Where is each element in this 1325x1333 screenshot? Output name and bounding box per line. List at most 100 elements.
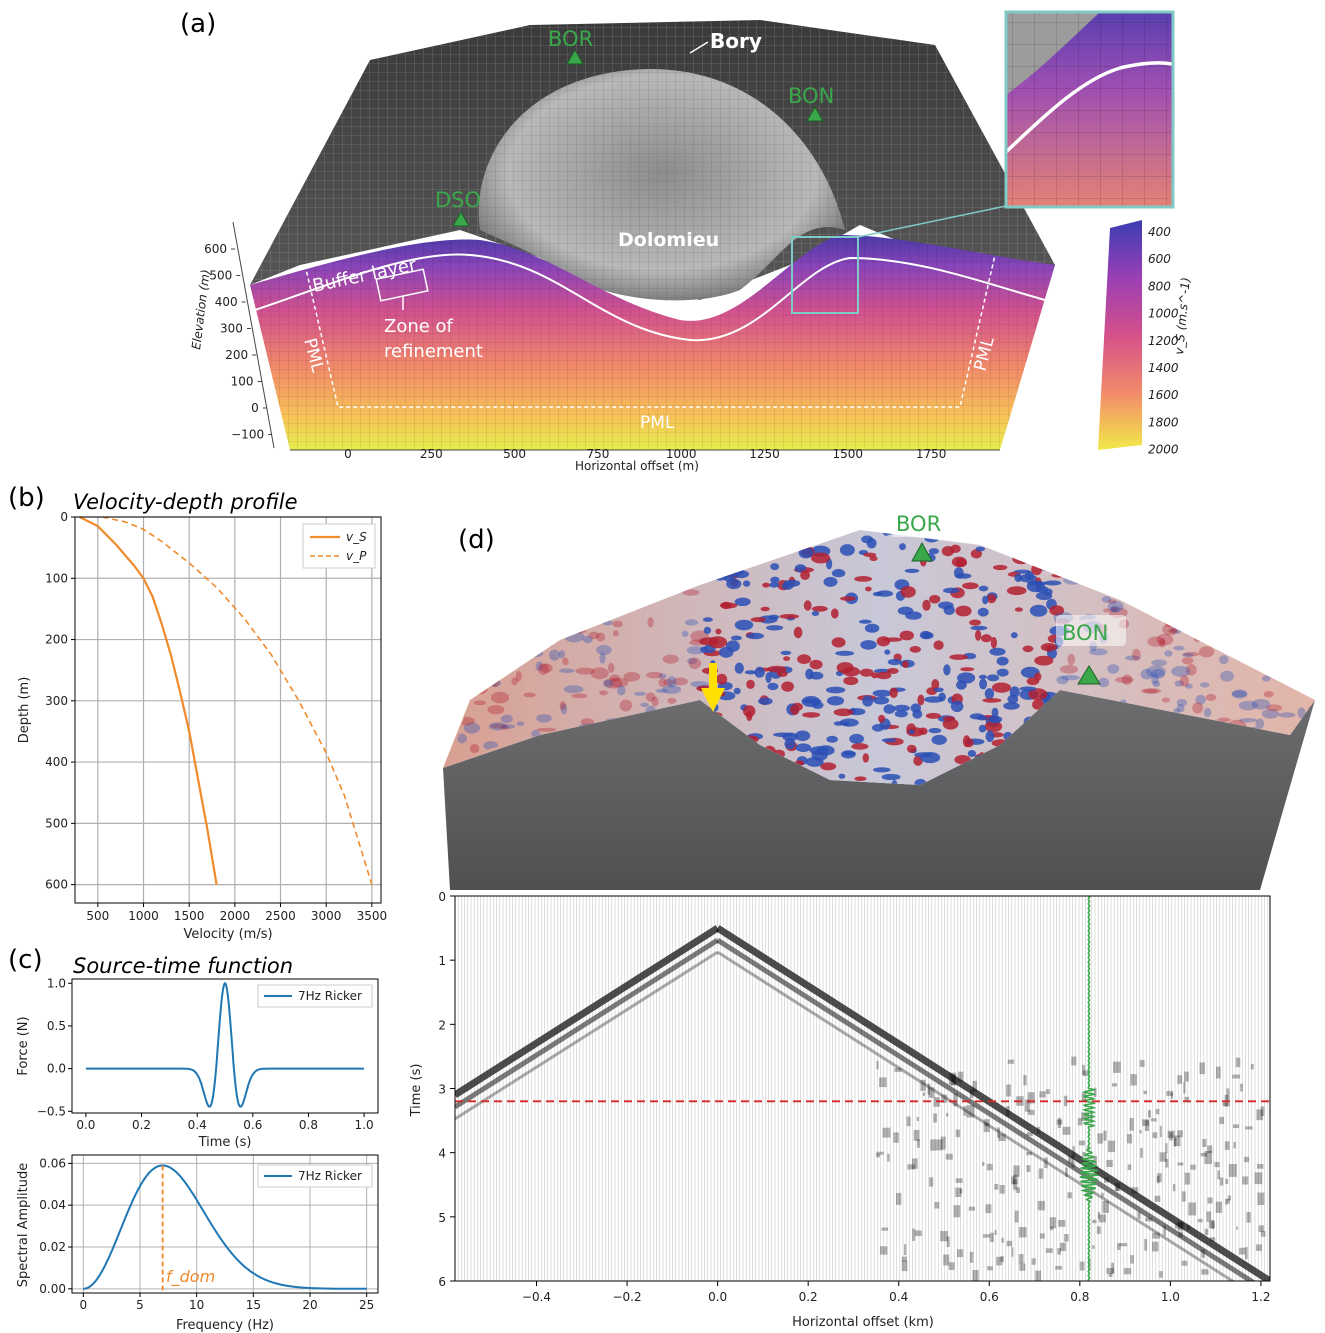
wavefield-blob [1287,567,1302,573]
wavefield-blob [493,587,513,593]
wavefield-blob [602,620,613,626]
wavefield-blob [797,654,812,665]
wavefield-blob [1100,551,1111,564]
panel-b: (b) Velocity-depth profile 500 1000 1500 20… [8,483,387,942]
wavefield-blob [712,562,722,573]
wavefield-blob [1114,547,1125,552]
wavefield-blob [1070,570,1080,577]
wavefield-blob [1156,633,1174,646]
coda-scatter [941,1094,947,1103]
wavefield-blob [876,636,891,647]
wavefield-blob [1198,565,1210,570]
panel-d-xlabel: Horizontal offset (km) [792,1315,934,1330]
wavefield-blob [469,743,480,754]
coda-scatter [1130,1074,1137,1086]
wavefield-blob [943,664,951,676]
wavefield-blob [699,548,714,557]
coda-scatter [916,1139,920,1148]
wavefield-blob [619,699,633,712]
coda-scatter [957,1071,964,1082]
wavefield-blob [691,538,708,547]
wavefield-blob [1287,674,1298,680]
wavefield-blob [667,697,677,704]
coda-scatter [1097,1133,1103,1144]
wavefield-blob [1219,655,1229,665]
offset-ticks: 0 250 500 750 1000 1250 1500 1750 [344,447,946,461]
series-vs [79,516,218,885]
panel-b-title: Velocity-depth profile [73,490,298,514]
coda-scatter [1224,1141,1230,1150]
d-block-side [443,690,1315,890]
wavefield-blob [476,642,492,650]
wavefield-blob [1191,581,1211,593]
wavefield-blob [1220,585,1238,591]
panel-c-title: Source-time function [73,954,293,978]
coda-scatter [1071,1056,1077,1066]
elevation-tick-label: 300 [220,322,243,336]
wavefield-blob [590,667,609,680]
coda-scatter [916,1117,919,1122]
wavefield-blob [859,668,874,677]
wavefield-blob [1059,665,1079,674]
wavefield-blob [1283,579,1290,588]
wavefield-blob [635,573,649,580]
coda-scatter [1159,1152,1167,1162]
x-tick-label: 0.6 [980,1290,999,1304]
wavefield-blob [553,548,569,557]
wavefield-blob [1034,655,1054,666]
coda-scatter [1006,1240,1013,1247]
wavefield-blob [1234,650,1245,656]
inset-zoom [1004,10,1175,209]
wavefield-blob [1151,668,1166,679]
station-label-bor-a: BOR [548,27,593,51]
wavefield-blob [698,574,707,583]
coda-scatter [1235,1057,1241,1068]
coda-scatter [1204,1151,1212,1164]
station-label-bon-d: BON [1062,621,1108,645]
wavefield-blob [528,646,542,655]
wavefield-blob [487,597,502,603]
series-vp [102,516,373,885]
coda-scatter [1093,1087,1097,1097]
wavefield-blob [481,638,488,646]
wavefield-blob [876,671,892,680]
coda-scatter [1222,1102,1230,1107]
wavefield-blob [617,685,626,696]
coda-scatter [1254,1172,1263,1185]
coda-scatter [955,1129,961,1138]
wavefield-blob [1148,530,1160,533]
wavefield-blob [494,549,510,559]
wavefield-blob [450,601,456,610]
wavefield-blob [1185,566,1199,578]
wavefield-blob [1101,596,1112,603]
offset-tick-label: 1750 [916,447,947,461]
wavefield-blob [725,640,740,652]
x-tick-label: 5 [136,1298,144,1312]
wavefield-blob [1127,530,1134,539]
wavefield-blob [811,605,828,612]
coda-scatter [1131,1187,1139,1194]
wavefield-blob [1041,530,1055,537]
wavefield-blob [658,673,667,679]
coda-scatter [1236,1226,1239,1230]
coda-scatter [1232,1074,1241,1079]
wavefield-blob [456,716,475,726]
wavefield-blob [609,674,621,682]
panel-b-legend: v_S v_P [302,523,376,569]
wavefield-blob [645,596,652,606]
x-tick-label: −0.4 [522,1290,551,1304]
panel-c-top-frame [71,978,379,1114]
coda-scatter [1031,1258,1036,1265]
wavefield-blob [1027,581,1047,586]
wavefield-blob [582,584,595,596]
wavefield-blob [893,704,910,712]
wavefield-blob [977,607,989,617]
x-tick-label: 0.6 [243,1118,262,1132]
coda-scatter [914,1230,922,1237]
wavefield-blob [842,721,850,726]
coda-scatter [1244,1156,1250,1163]
wavefield-blob [1239,718,1257,723]
coda-scatter [946,1236,950,1247]
wavefield-blob [1173,548,1189,556]
wavefield-blob [860,640,877,650]
